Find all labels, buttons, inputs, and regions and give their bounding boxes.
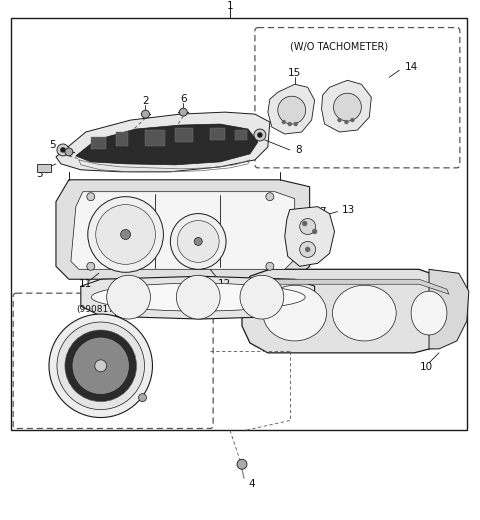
Bar [145, 130, 166, 146]
Polygon shape [429, 269, 469, 349]
Polygon shape [250, 279, 449, 294]
Polygon shape [56, 112, 270, 172]
Circle shape [57, 322, 144, 410]
Circle shape [266, 262, 274, 270]
Circle shape [303, 222, 307, 226]
Text: (-990817): (-990817) [218, 288, 259, 297]
Circle shape [87, 262, 95, 270]
Text: (W/O TACHOMETER): (W/O TACHOMETER) [290, 42, 388, 51]
Circle shape [338, 119, 341, 122]
Circle shape [294, 123, 297, 125]
Bar [210, 128, 225, 140]
Circle shape [194, 238, 202, 245]
Circle shape [87, 193, 95, 201]
Text: 14: 14 [405, 62, 419, 72]
Ellipse shape [263, 285, 326, 341]
Bar [235, 130, 247, 140]
Bar [116, 132, 128, 146]
Circle shape [351, 119, 354, 122]
Polygon shape [76, 124, 258, 165]
Polygon shape [285, 206, 335, 266]
Circle shape [288, 123, 291, 125]
Text: 1: 1 [227, 1, 233, 11]
Circle shape [282, 121, 285, 124]
Circle shape [65, 330, 136, 401]
Text: 11: 11 [79, 279, 93, 289]
Ellipse shape [333, 285, 396, 341]
Text: 6: 6 [180, 94, 187, 104]
Circle shape [142, 110, 149, 118]
Circle shape [176, 275, 220, 319]
Text: 9: 9 [83, 322, 89, 332]
Circle shape [61, 148, 65, 152]
Polygon shape [242, 269, 454, 353]
Circle shape [107, 275, 150, 319]
Circle shape [300, 218, 316, 235]
Circle shape [306, 248, 310, 251]
Polygon shape [56, 180, 310, 279]
Text: 8: 8 [296, 145, 302, 155]
Polygon shape [71, 192, 295, 269]
Circle shape [278, 96, 306, 124]
Circle shape [240, 275, 284, 319]
Text: (990817-): (990817-) [76, 305, 120, 314]
Circle shape [312, 229, 317, 233]
Text: 3: 3 [36, 169, 42, 179]
Ellipse shape [91, 283, 305, 311]
Polygon shape [268, 84, 314, 134]
Text: 4: 4 [248, 479, 254, 489]
Polygon shape [81, 276, 314, 319]
Circle shape [258, 133, 262, 137]
Circle shape [73, 338, 129, 394]
Circle shape [300, 241, 316, 257]
Circle shape [49, 314, 153, 418]
Circle shape [88, 197, 163, 272]
Text: 12: 12 [218, 279, 231, 289]
Bar [91, 137, 106, 149]
Ellipse shape [411, 291, 447, 335]
Circle shape [180, 108, 187, 116]
Text: 10: 10 [420, 362, 432, 372]
Circle shape [96, 205, 156, 264]
Circle shape [57, 144, 69, 156]
Circle shape [237, 459, 247, 469]
Text: 13: 13 [341, 204, 355, 215]
Circle shape [170, 214, 226, 269]
Circle shape [95, 360, 107, 372]
Text: 2: 2 [142, 96, 149, 106]
Circle shape [345, 121, 348, 124]
Circle shape [266, 193, 274, 201]
Text: 15: 15 [288, 68, 301, 79]
Bar [175, 128, 193, 142]
Circle shape [177, 220, 219, 262]
Circle shape [254, 129, 266, 141]
Bar [37, 164, 51, 172]
Text: 12: 12 [112, 310, 125, 320]
Text: 5: 5 [49, 140, 56, 150]
Text: 7: 7 [320, 206, 326, 217]
Polygon shape [322, 80, 372, 132]
Circle shape [65, 148, 73, 156]
Circle shape [334, 93, 361, 121]
Circle shape [139, 394, 146, 401]
Bar [11, 18, 467, 431]
Circle shape [120, 229, 131, 239]
